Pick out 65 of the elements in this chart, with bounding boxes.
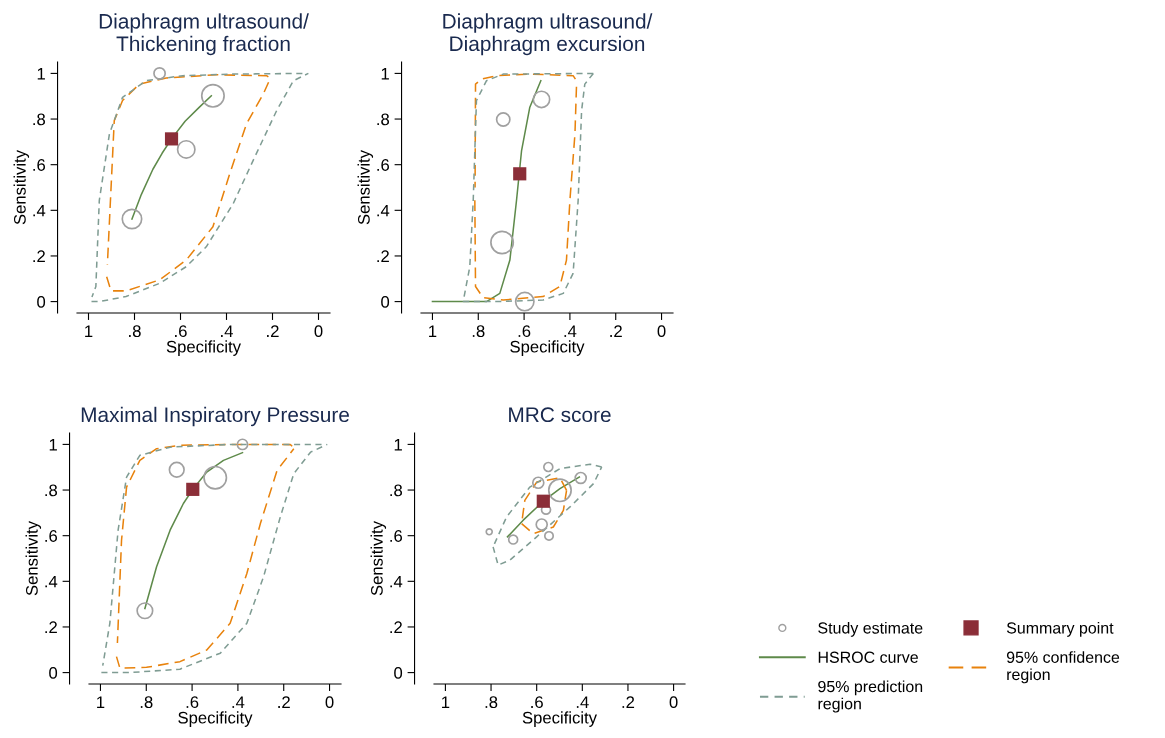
y-tick-label: .8 (33, 113, 46, 126)
y-tick-label: 0 (37, 295, 46, 308)
y-tick-label: .2 (390, 621, 402, 633)
x-tick-label: .8 (472, 325, 485, 338)
chart-title: Maximal Inspiratory Pressure (81, 406, 349, 427)
x-tick-label: .8 (485, 696, 498, 709)
x-tick-label: .8 (140, 696, 153, 709)
x-axis-title: Specificity (510, 340, 585, 356)
x-tick-label: .4 (232, 696, 245, 708)
y-axis-title: Sensitivity (25, 521, 42, 596)
x-tick-label: .6 (531, 696, 543, 709)
x-tick-label: 0 (657, 325, 666, 338)
legend-label: Study estimate (818, 621, 923, 637)
chart-title: Diaphragm ultrasound/ Thickening fraction (99, 13, 309, 56)
y-tick-label: .8 (390, 484, 403, 497)
x-tick-label: 1 (97, 696, 105, 708)
y-tick-label: 1 (381, 67, 389, 80)
y-tick-label: .4 (45, 575, 58, 588)
x-axis-title: Specificity (178, 711, 253, 727)
x-tick-label: 1 (429, 325, 437, 337)
x-tick-label: .6 (175, 325, 187, 338)
legend-label: 95% prediction region (818, 680, 923, 713)
legend-label: Summary point (1006, 621, 1114, 637)
y-tick-label: .4 (390, 575, 403, 588)
y-tick-label: 0 (49, 666, 58, 679)
x-tick-label: .2 (622, 696, 635, 708)
x-tick-label: 0 (325, 696, 334, 709)
y-tick-label: 0 (381, 295, 390, 308)
x-axis-title: Specificity (166, 340, 241, 356)
x-tick-label: .6 (518, 325, 531, 338)
y-tick-label: 1 (394, 438, 402, 451)
y-tick-label: .4 (377, 204, 390, 217)
x-tick-label: 0 (314, 325, 323, 338)
legend-label: 95% confidence region (1006, 651, 1120, 684)
x-tick-label: .6 (186, 696, 199, 709)
y-tick-label: .6 (377, 159, 390, 171)
x-tick-label: .2 (267, 325, 279, 337)
y-tick-label: 1 (49, 438, 57, 451)
y-axis-title: Sensitivity (13, 150, 30, 225)
x-tick-label: 0 (669, 696, 678, 709)
y-axis-title: Sensitivity (370, 521, 387, 596)
y-tick-label: 1 (37, 67, 45, 80)
x-tick-label: .2 (610, 325, 622, 337)
y-tick-label: .2 (45, 621, 57, 633)
x-tick-label: .4 (221, 325, 233, 337)
chart-title: MRC score (509, 407, 611, 423)
y-axis-title: Sensitivity (357, 150, 374, 225)
chart-title: Diaphragm ultrasound/ Diaphragm excursion (443, 13, 653, 56)
x-axis-title: Specificity (522, 711, 597, 727)
y-tick-label: 0 (394, 666, 403, 679)
x-tick-label: .8 (129, 325, 141, 338)
y-tick-label: .6 (390, 530, 403, 542)
y-tick-label: .8 (45, 484, 58, 497)
y-tick-label: .6 (33, 159, 46, 171)
legend-label: HSROC curve (818, 651, 918, 663)
y-tick-label: .2 (377, 250, 389, 262)
x-tick-label: 1 (442, 696, 450, 708)
y-tick-label: .6 (45, 530, 58, 542)
x-tick-label: 1 (85, 325, 93, 337)
y-tick-label: .8 (377, 113, 390, 126)
y-tick-label: .2 (33, 250, 45, 262)
x-tick-label: .4 (576, 696, 589, 708)
x-tick-label: .4 (564, 325, 577, 337)
y-tick-label: .4 (33, 204, 46, 217)
x-tick-label: .2 (278, 696, 290, 708)
